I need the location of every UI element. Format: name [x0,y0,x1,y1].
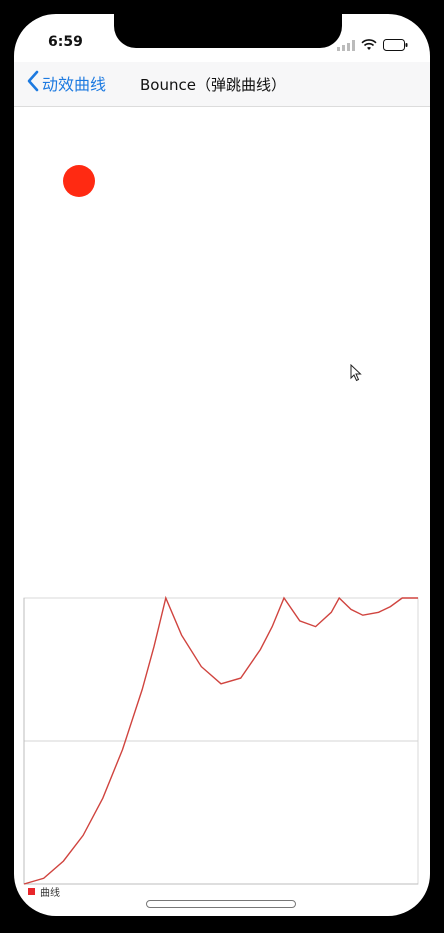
battery-icon [383,36,408,55]
navigation-bar: 动效曲线 Bounce（弹跳曲线） [14,62,430,107]
screen: 6:59 [14,14,430,916]
status-icons [337,36,408,55]
back-button[interactable]: 动效曲线 [26,70,106,96]
animation-canvas [14,106,430,596]
status-time: 6:59 [48,34,83,50]
mouse-cursor-icon [350,363,362,386]
page-title: Bounce（弹跳曲线） [140,76,286,94]
signal-icon [337,36,355,55]
chevron-left-icon [26,70,40,96]
home-indicator [146,900,296,908]
back-label: 动效曲线 [42,75,107,94]
wifi-icon [361,36,377,55]
legend-swatch [28,888,35,895]
bouncing-ball [63,165,95,197]
series-line-curve [23,595,418,885]
bounce-curve-chart [23,595,419,885]
chart-legend: 曲线 [28,884,60,899]
legend-label: 曲线 [40,888,60,899]
notch [114,14,342,48]
